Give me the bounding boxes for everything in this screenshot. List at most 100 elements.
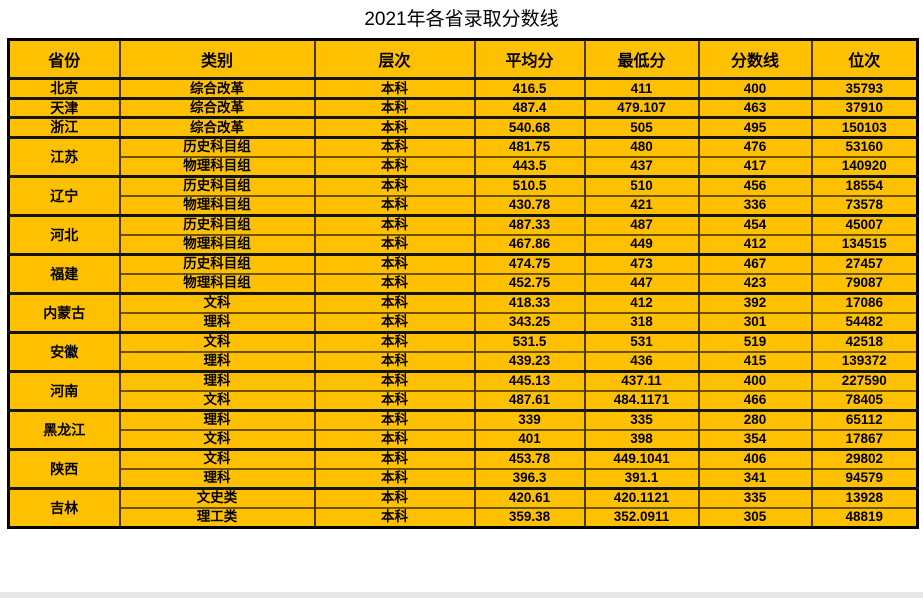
- table-row: 理科 本科 439.23 436 415 139372: [9, 350, 918, 371]
- score-line-cell: 392: [697, 291, 812, 313]
- category-cell: 物理科目组: [118, 272, 315, 293]
- rank-cell: 54482: [810, 311, 918, 332]
- avg-score-cell: 531.5: [473, 330, 585, 352]
- avg-score-cell: 487.33: [473, 213, 585, 235]
- table-row: 天津 综合改革 本科 487.4 479.107 463 37910: [8, 96, 918, 118]
- rank-cell: 13928: [810, 486, 918, 508]
- min-score-cell: 473: [583, 252, 699, 274]
- score-line-cell: 305: [697, 506, 812, 527]
- min-score-cell: 437: [583, 155, 699, 176]
- category-cell: 历史科目组: [118, 213, 315, 235]
- level-cell: 本科: [313, 116, 475, 137]
- category-cell: 物理科目组: [118, 194, 315, 215]
- level-cell: 本科: [313, 428, 475, 449]
- page-title: 2021年各省录取分数线: [364, 9, 559, 30]
- category-cell: 历史科目组: [118, 174, 315, 196]
- level-cell: 本科: [313, 233, 475, 254]
- table-row: 安徽 文科 本科 531.5 531 519 42518: [8, 330, 918, 371]
- column-header-min-score: 最低分: [583, 39, 699, 80]
- level-cell: 本科: [313, 135, 475, 157]
- rank-cell: 37910: [810, 96, 918, 118]
- category-cell: 文科: [118, 330, 315, 352]
- rank-cell: 53160: [810, 135, 918, 157]
- category-cell: 理科: [118, 369, 315, 391]
- category-cell: 文科: [118, 389, 315, 410]
- category-cell: 理工类: [118, 506, 315, 527]
- province-cell: 辽宁: [8, 174, 120, 215]
- min-score-cell: 420.1121: [583, 486, 699, 508]
- score-line-cell: 463: [697, 96, 812, 118]
- min-score-cell: 447: [583, 272, 699, 293]
- level-cell: 本科: [313, 486, 475, 508]
- level-cell: 本科: [313, 330, 475, 352]
- category-cell: 物理科目组: [118, 233, 315, 254]
- rank-cell: 94579: [810, 467, 918, 488]
- score-line-cell: 400: [697, 369, 812, 391]
- table-row: 理科 本科 396.3 391.1 341 94579: [9, 467, 918, 488]
- table-row: 物理科目组 本科 430.78 421 336 73578: [9, 194, 918, 215]
- category-cell: 理科: [118, 408, 315, 430]
- rank-cell: 78405: [810, 389, 918, 410]
- header-row: 省份 类别 层次 平均分 最低分 分数线 位次: [8, 39, 918, 80]
- category-cell: 历史科目组: [118, 135, 315, 157]
- table-row: 内蒙古 文科 本科 418.33 412 392 17086: [8, 291, 918, 332]
- bottom-strip: [0, 590, 923, 598]
- province-cell: 北京: [8, 77, 120, 98]
- rank-cell: 29802: [810, 447, 918, 469]
- min-score-cell: 412: [583, 291, 699, 313]
- rank-cell: 140920: [810, 155, 918, 176]
- min-score-cell: 484.1171: [583, 389, 699, 410]
- category-cell: 物理科目组: [118, 155, 315, 176]
- column-header-province: 省份: [8, 39, 120, 80]
- rank-cell: 27457: [810, 252, 918, 274]
- column-header-level: 层次: [313, 39, 475, 80]
- level-cell: 本科: [313, 408, 475, 430]
- min-score-cell: 480: [583, 135, 699, 157]
- rank-cell: 48819: [810, 506, 918, 527]
- province-cell: 天津: [8, 96, 120, 118]
- score-line-cell: 454: [697, 213, 812, 235]
- rank-cell: 79087: [810, 272, 918, 293]
- table-row: 吉林 文史类 本科 420.61 420.1121 335 13928: [8, 486, 918, 527]
- table-row: 文科 本科 487.61 484.1171 466 78405: [9, 389, 918, 410]
- category-cell: 综合改革: [118, 96, 315, 118]
- level-cell: 本科: [313, 447, 475, 469]
- province-cell: 江苏: [8, 135, 120, 176]
- min-score-cell: 335: [583, 408, 699, 430]
- table-row: 江苏 历史科目组 本科 481.75 480 476 53160: [8, 135, 918, 176]
- table-row: 文科 本科 401 398 354 17867: [9, 428, 918, 449]
- score-line-cell: 301: [697, 311, 812, 332]
- score-line-cell: 495: [697, 116, 812, 137]
- avg-score-cell: 430.78: [473, 194, 585, 215]
- min-score-cell: 437.11: [583, 369, 699, 391]
- min-score-cell: 352.0911: [583, 506, 699, 527]
- min-score-cell: 449.1041: [583, 447, 699, 469]
- table-row: 辽宁 历史科目组 本科 510.5 510 456 18554: [8, 174, 918, 215]
- table-row: 福建 历史科目组 本科 474.75 473 467 27457: [8, 252, 918, 293]
- avg-score-cell: 510.5: [473, 174, 585, 196]
- rank-cell: 42518: [810, 330, 918, 352]
- min-score-cell: 436: [583, 350, 699, 371]
- column-header-score-line: 分数线: [697, 39, 812, 80]
- rank-cell: 17867: [810, 428, 918, 449]
- table-row: 物理科目组 本科 452.75 447 423 79087: [9, 272, 918, 293]
- column-header-rank: 位次: [810, 39, 918, 80]
- score-line-cell: 354: [697, 428, 812, 449]
- score-line-cell: 456: [697, 174, 812, 196]
- rank-cell: 227590: [810, 369, 918, 391]
- table-row: 物理科目组 本科 467.86 449 412 134515: [9, 233, 918, 254]
- column-header-category: 类别: [118, 39, 315, 80]
- table-row: 物理科目组 本科 443.5 437 417 140920: [9, 155, 918, 176]
- table-row: 北京 综合改革 本科 416.5 411 400 35793: [8, 77, 918, 98]
- score-line-cell: 280: [697, 408, 812, 430]
- avg-score-cell: 445.13: [473, 369, 585, 391]
- avg-score-cell: 443.5: [473, 155, 585, 176]
- min-score-cell: 479.107: [583, 96, 699, 118]
- level-cell: 本科: [313, 369, 475, 391]
- table-row: 理工类 本科 359.38 352.0911 305 48819: [9, 506, 918, 527]
- score-line-cell: 423: [697, 272, 812, 293]
- category-cell: 理科: [118, 467, 315, 488]
- avg-score-cell: 487.61: [473, 389, 585, 410]
- table-row: 黑龙江 理科 本科 339 335 280 65112: [8, 408, 918, 449]
- score-line-cell: 417: [697, 155, 812, 176]
